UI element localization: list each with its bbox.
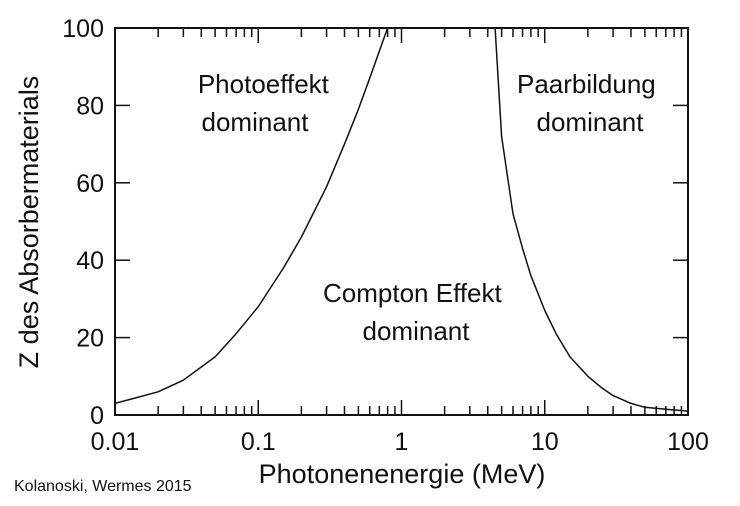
x-tick-label: 1 — [395, 428, 409, 456]
axis-ticks — [114, 27, 688, 416]
boundary-line-compton-paar — [494, 27, 689, 412]
annotation-compton: Compton Effekt dominant — [323, 278, 509, 346]
x-tick-label: 0.01 — [91, 428, 140, 456]
boundary-line-photo-compton — [114, 27, 389, 405]
y-tick-label: 100 — [62, 15, 104, 43]
x-tick-label: 100 — [667, 428, 709, 456]
y-tick-label: 80 — [76, 92, 104, 120]
tick-labels: 0.01 0.1 1 10 100 0 20 40 60 80 100 — [62, 15, 709, 456]
x-tick-label: 10 — [531, 428, 559, 456]
annotation-photoeffekt: Photoeffekt dominant — [198, 69, 336, 137]
boundary-curves — [114, 27, 689, 412]
x-tick-label: 0.1 — [241, 428, 276, 456]
y-tick-label: 0 — [90, 402, 104, 430]
y-tick-label: 20 — [76, 325, 104, 353]
y-tick-label: 60 — [76, 170, 104, 198]
annotation-paarbildung: Paarbildung dominant — [517, 69, 663, 137]
source-note: Kolanoski, Wermes 2015 — [14, 478, 192, 495]
y-axis-title: Z des Absorbermaterials — [14, 76, 44, 369]
x-axis-title: Photonenenergie (MeV) — [259, 459, 546, 489]
y-tick-label: 40 — [76, 247, 104, 275]
